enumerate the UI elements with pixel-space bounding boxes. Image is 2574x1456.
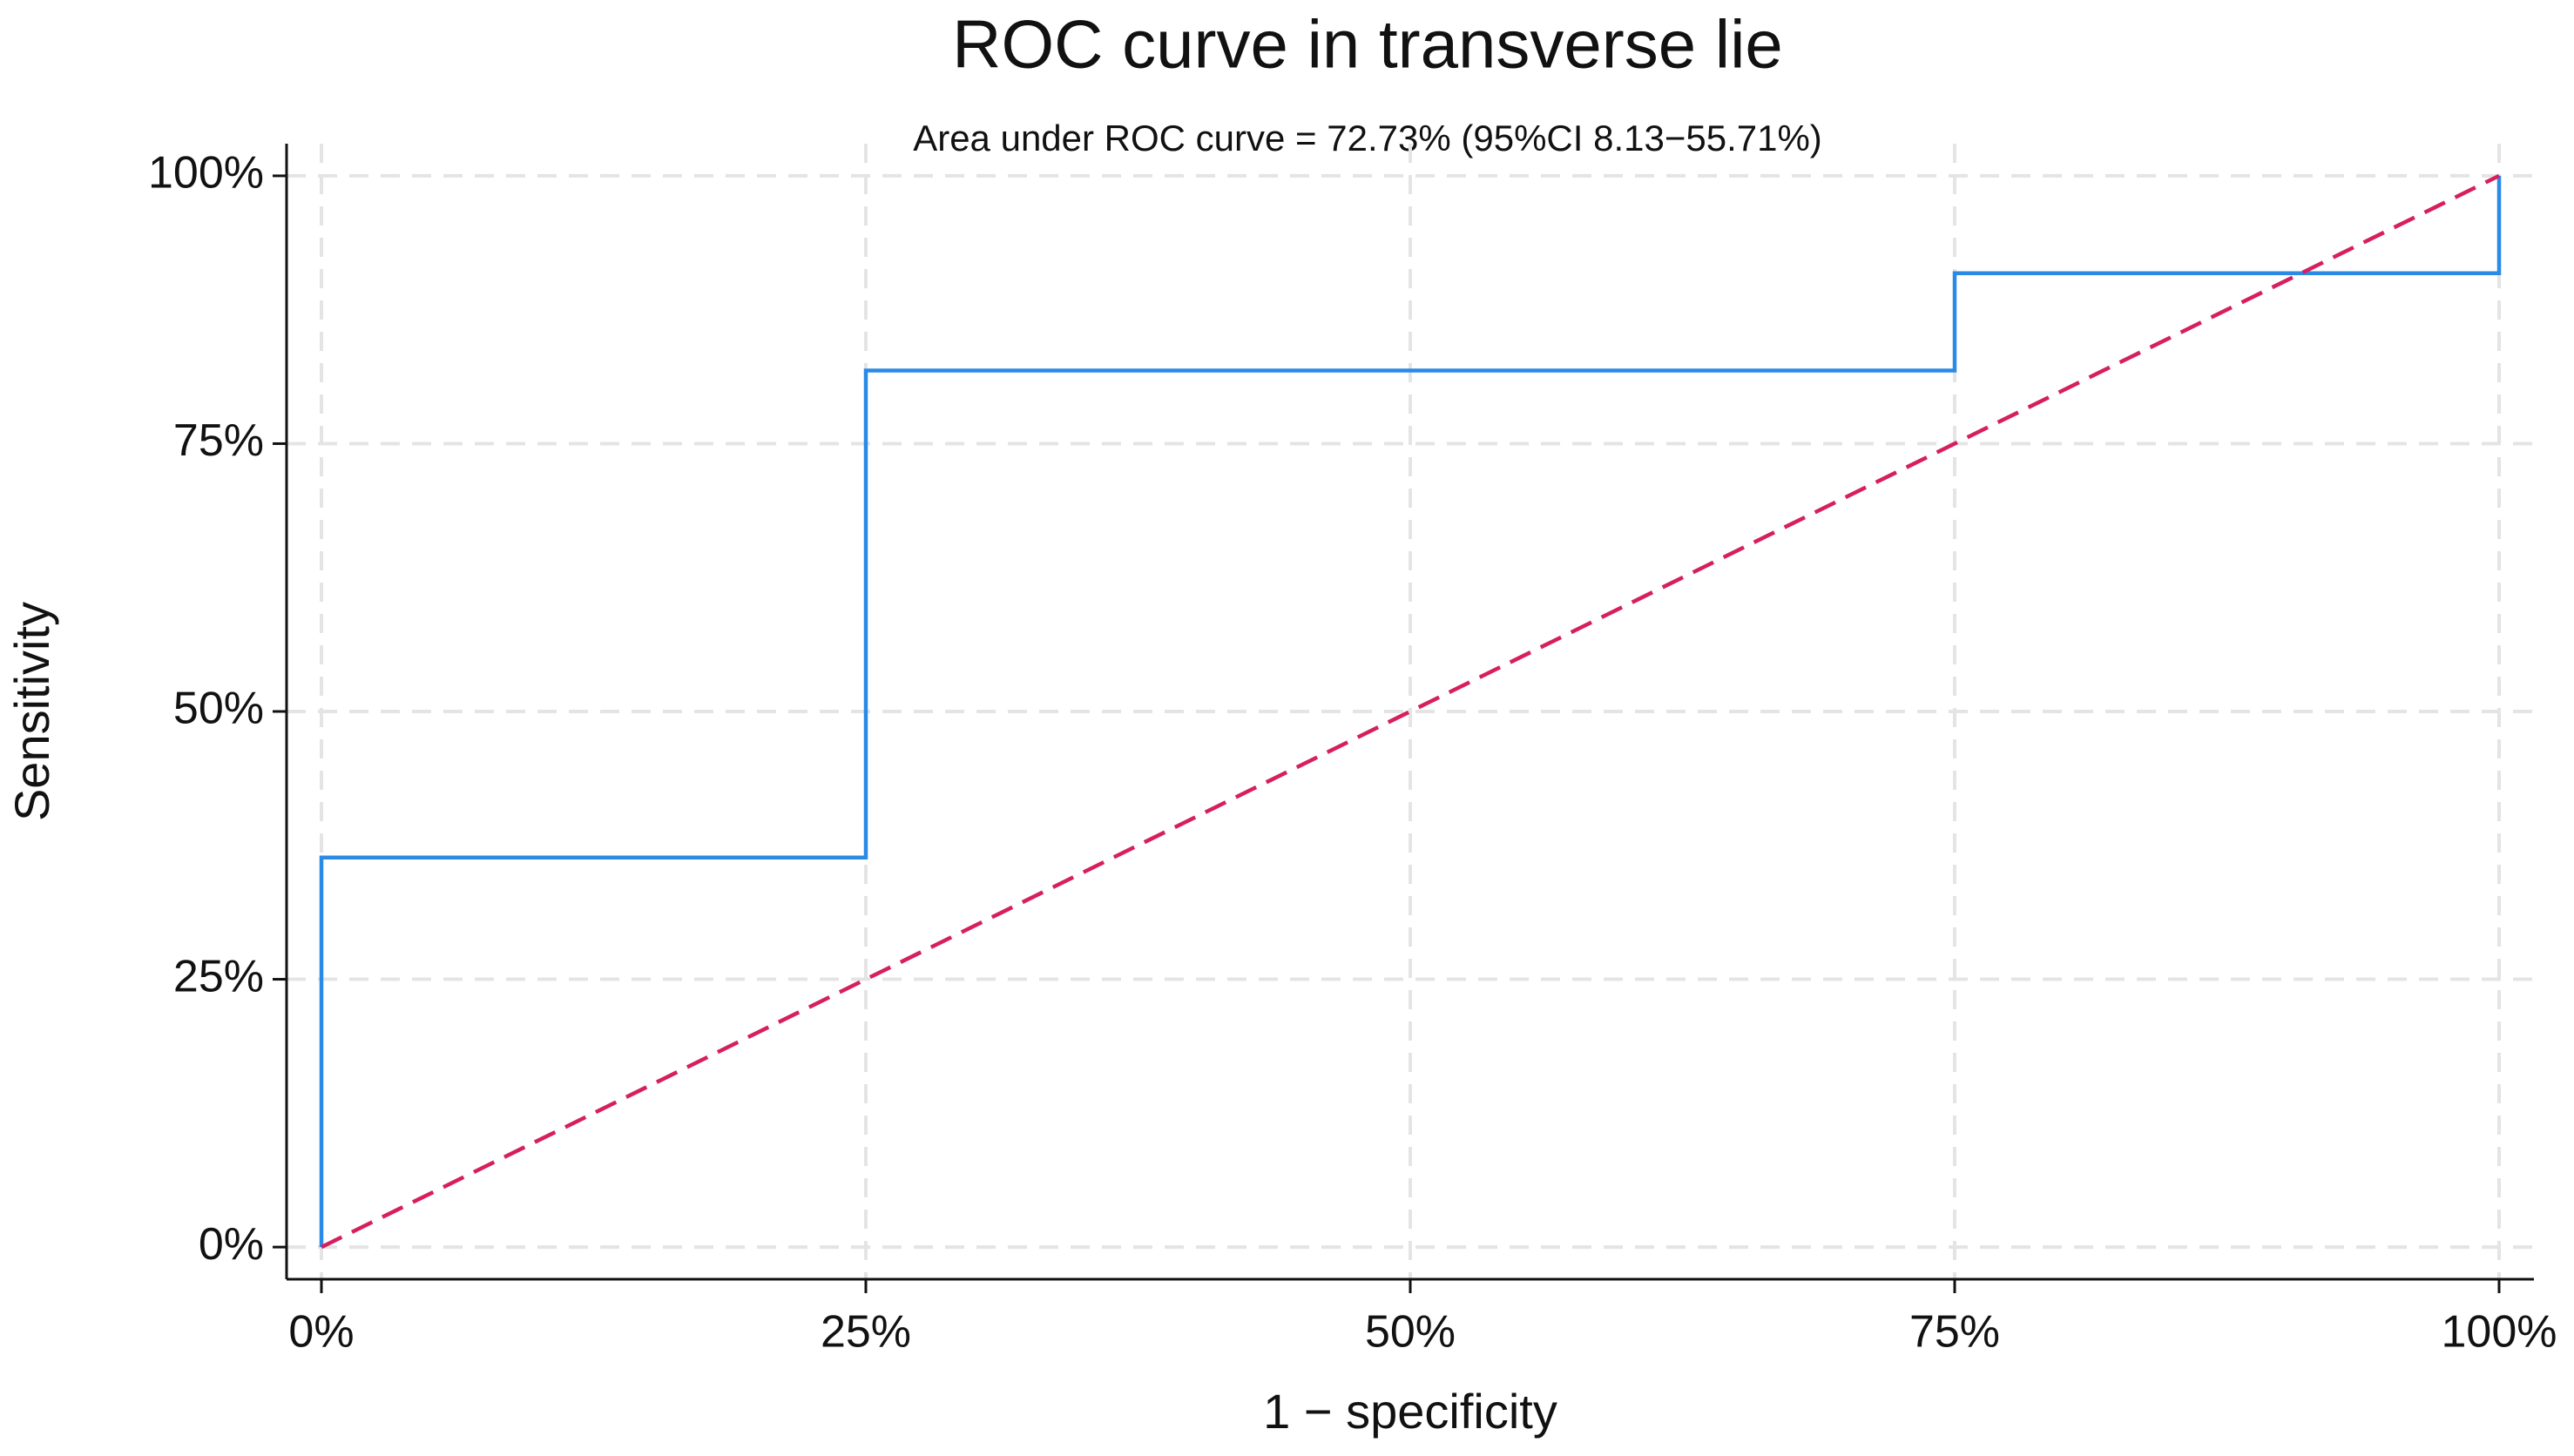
y-axis-title: Sensitivity [4,602,59,821]
roc-curve [319,175,2502,1248]
x-tick-label: 75% [1909,1307,2000,1358]
x-axis-title: 1 − specificity [1263,1384,1557,1439]
x-tick-label: 100% [2442,1307,2557,1358]
y-tick-label: 50% [173,684,264,734]
y-tick-label: 75% [173,415,264,466]
x-tick-label: 25% [821,1307,911,1358]
chart-subtitle: Area under ROC curve = 72.73% (95%CI 8.1… [913,118,1822,158]
x-tick-label: 0% [288,1307,354,1358]
chart-title: ROC curve in transverse lie [952,6,1783,83]
x-tick-label: 50% [1365,1307,1456,1358]
y-tick-label: 25% [173,951,264,1001]
reference-line [321,173,2500,1250]
y-tick-label: 100% [148,148,264,199]
y-tick-label: 0% [199,1219,264,1270]
